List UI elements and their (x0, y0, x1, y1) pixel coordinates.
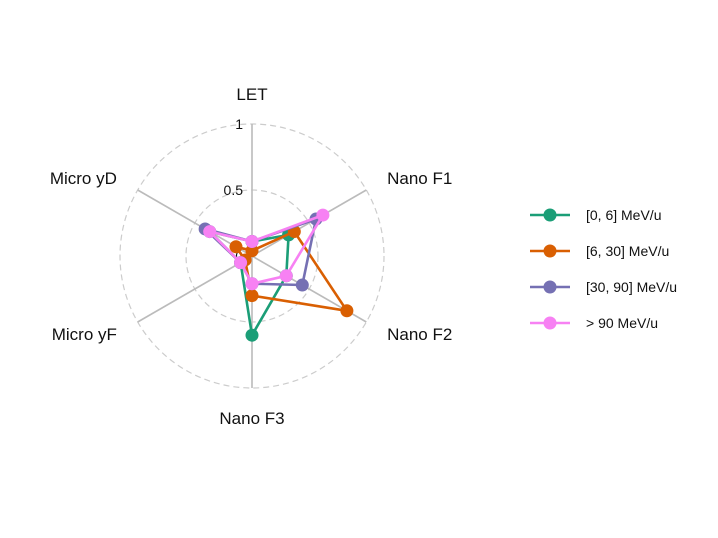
data-point (245, 244, 259, 258)
data-point (279, 269, 293, 283)
data-point (295, 278, 309, 292)
data-point (234, 256, 248, 270)
axis-label: Nano F2 (387, 325, 452, 344)
legend-marker (543, 244, 557, 258)
legend-label: [0, 6] MeV/u (586, 207, 661, 223)
legend-item: [0, 6] MeV/u (530, 207, 661, 223)
legend-label: [6, 30] MeV/u (586, 243, 669, 259)
axis-label: Nano F3 (219, 409, 284, 428)
legend-item: [6, 30] MeV/u (530, 243, 669, 259)
radial-tick-label: 0 (235, 248, 243, 264)
data-point (245, 277, 259, 291)
legend-marker (543, 280, 557, 294)
axis-label: LET (236, 85, 267, 104)
axis-spoke (251, 189, 367, 257)
series-group (203, 208, 330, 291)
legend-item: [30, 90] MeV/u (530, 279, 677, 295)
axis-spoke (137, 255, 253, 323)
legend-label: > 90 MeV/u (586, 315, 658, 331)
data-point (245, 328, 259, 342)
legend-marker (543, 316, 557, 330)
series-group (229, 225, 354, 318)
axis-label: Micro yF (52, 325, 117, 344)
legend-marker (543, 208, 557, 222)
data-point (245, 234, 259, 248)
legend-item: > 90 MeV/u (530, 315, 658, 331)
data-point (316, 208, 330, 222)
radial-tick-label: 0.5 (224, 182, 244, 198)
axis-label: Micro yD (50, 169, 117, 188)
series-layer (198, 208, 354, 342)
data-point (245, 289, 259, 303)
radial-tick-labels: 00.51 (224, 116, 244, 264)
data-point (229, 240, 243, 254)
radial-tick-label: 1 (235, 116, 243, 132)
series-group (198, 212, 323, 292)
data-point (203, 225, 217, 239)
data-point (340, 304, 354, 318)
axis-label: Nano F1 (387, 169, 452, 188)
legend: [0, 6] MeV/u [6, 30] MeV/u [30, 90] MeV/u >… (530, 207, 677, 331)
axis-labels: LET Nano F1 Nano F2 Nano F3 Micro yF Micro yD (50, 85, 452, 428)
legend-label: [30, 90] MeV/u (586, 279, 677, 295)
